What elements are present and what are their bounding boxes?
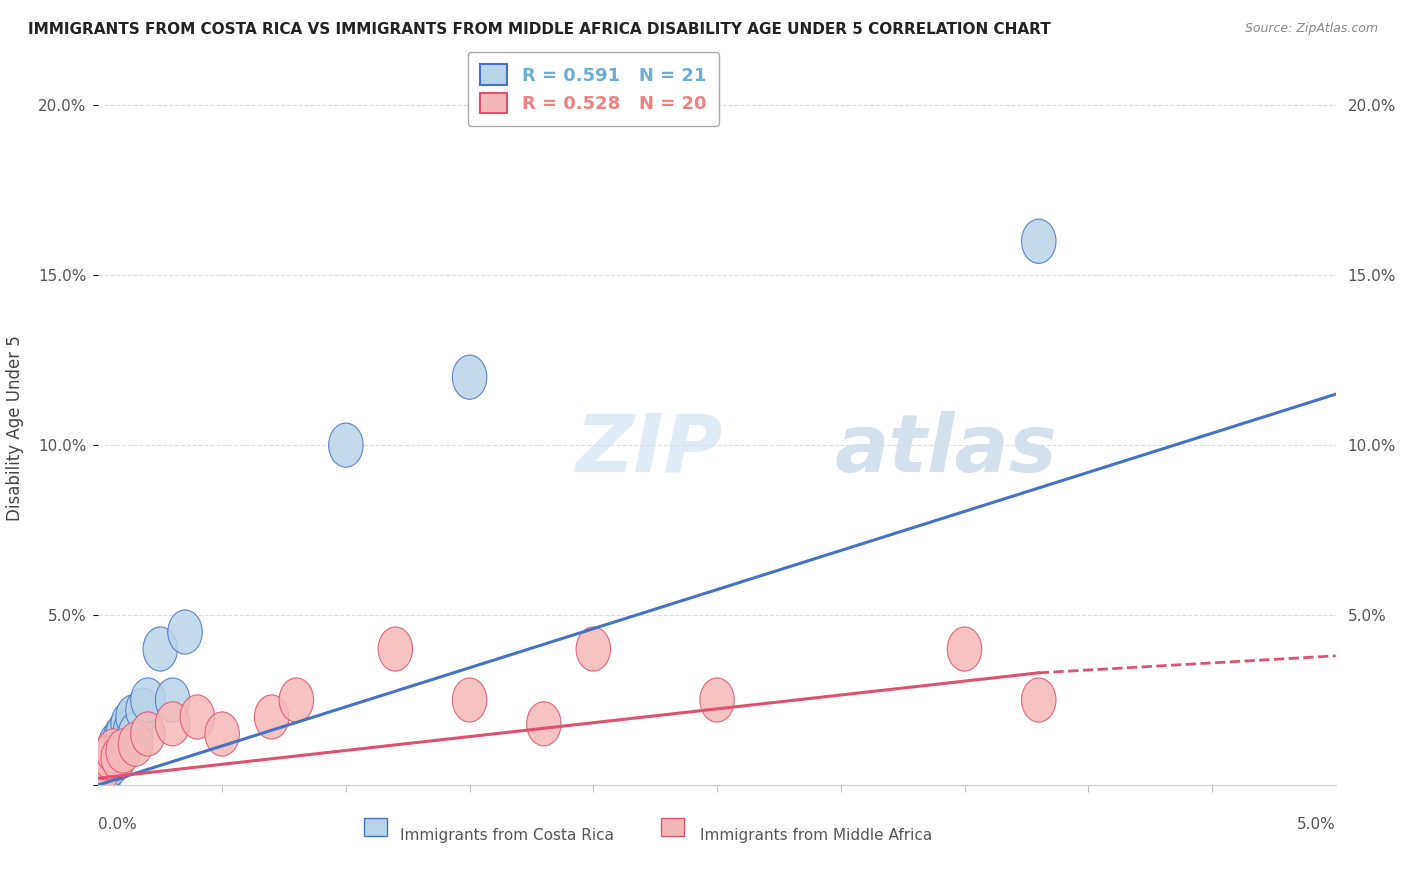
FancyBboxPatch shape xyxy=(661,819,683,837)
Ellipse shape xyxy=(118,723,153,766)
Ellipse shape xyxy=(167,610,202,654)
Ellipse shape xyxy=(105,729,141,773)
Ellipse shape xyxy=(86,746,121,790)
Ellipse shape xyxy=(254,695,288,739)
Ellipse shape xyxy=(94,742,128,787)
Ellipse shape xyxy=(948,627,981,671)
Ellipse shape xyxy=(329,423,363,467)
Ellipse shape xyxy=(156,702,190,746)
Legend: R = 0.591   N = 21, R = 0.528   N = 20: R = 0.591 N = 21, R = 0.528 N = 20 xyxy=(468,52,718,126)
Ellipse shape xyxy=(104,715,138,759)
Ellipse shape xyxy=(94,736,128,780)
Ellipse shape xyxy=(89,746,124,790)
Text: ZIP: ZIP xyxy=(575,410,723,489)
Ellipse shape xyxy=(125,688,160,732)
Ellipse shape xyxy=(131,678,165,723)
Ellipse shape xyxy=(143,627,177,671)
Ellipse shape xyxy=(180,695,215,739)
Text: 5.0%: 5.0% xyxy=(1296,817,1336,832)
Ellipse shape xyxy=(111,702,145,746)
Ellipse shape xyxy=(86,756,121,800)
Ellipse shape xyxy=(98,723,134,766)
Ellipse shape xyxy=(96,729,131,773)
Text: IMMIGRANTS FROM COSTA RICA VS IMMIGRANTS FROM MIDDLE AFRICA DISABILITY AGE UNDER: IMMIGRANTS FROM COSTA RICA VS IMMIGRANTS… xyxy=(28,22,1050,37)
Ellipse shape xyxy=(105,712,141,756)
Y-axis label: Disability Age Under 5: Disability Age Under 5 xyxy=(7,335,24,521)
Ellipse shape xyxy=(89,736,124,780)
Ellipse shape xyxy=(114,708,148,753)
Ellipse shape xyxy=(205,712,239,756)
Ellipse shape xyxy=(131,712,165,756)
Ellipse shape xyxy=(700,678,734,723)
FancyBboxPatch shape xyxy=(364,819,387,837)
Ellipse shape xyxy=(91,736,125,780)
Ellipse shape xyxy=(453,678,486,723)
Ellipse shape xyxy=(156,678,190,723)
Ellipse shape xyxy=(453,355,486,400)
Ellipse shape xyxy=(280,678,314,723)
Ellipse shape xyxy=(101,736,135,780)
Ellipse shape xyxy=(576,627,610,671)
Ellipse shape xyxy=(527,702,561,746)
Ellipse shape xyxy=(118,712,153,756)
Ellipse shape xyxy=(1022,678,1056,723)
Text: Immigrants from Costa Rica: Immigrants from Costa Rica xyxy=(399,828,614,843)
Text: Immigrants from Middle Africa: Immigrants from Middle Africa xyxy=(700,828,932,843)
Text: Source: ZipAtlas.com: Source: ZipAtlas.com xyxy=(1244,22,1378,36)
Ellipse shape xyxy=(378,627,412,671)
Ellipse shape xyxy=(1022,219,1056,263)
Text: 0.0%: 0.0% xyxy=(98,817,138,832)
Ellipse shape xyxy=(115,695,150,739)
Text: atlas: atlas xyxy=(835,410,1057,489)
Ellipse shape xyxy=(101,736,135,780)
Ellipse shape xyxy=(96,729,131,773)
